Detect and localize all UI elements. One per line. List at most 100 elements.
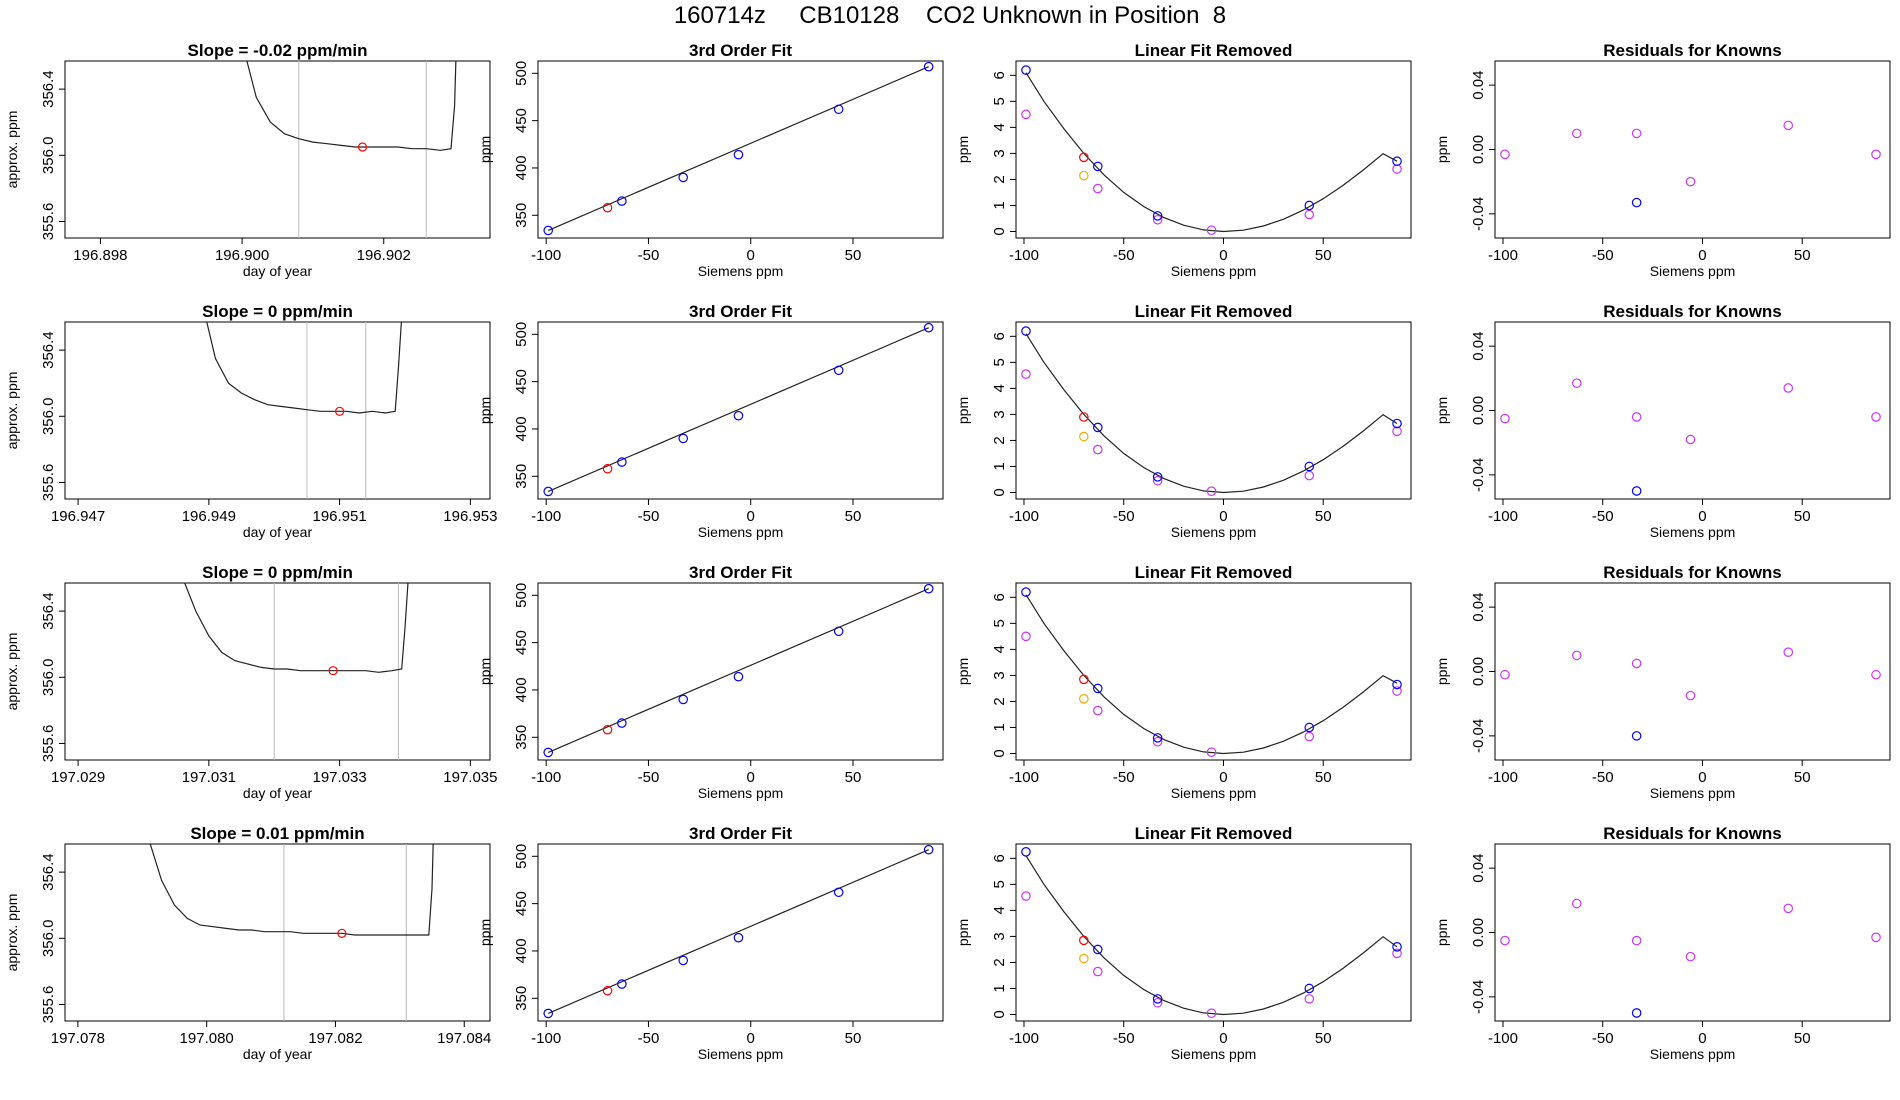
x-axis-label: Siemens ppm xyxy=(1171,785,1257,801)
panel-title: 3rd Order Fit xyxy=(689,41,792,60)
x-tick-label: 0 xyxy=(1698,508,1706,525)
unknown-point xyxy=(328,666,338,676)
unknown-point xyxy=(357,142,368,152)
x-axis-label: Siemens ppm xyxy=(1171,1046,1257,1062)
y-tick-label: -0.04 xyxy=(1470,197,1487,231)
y-tick-label: 1 xyxy=(991,201,1008,209)
y-tick-label: 356.0 xyxy=(40,398,57,436)
y-axis-label: ppm xyxy=(1434,397,1450,424)
known-point xyxy=(678,694,689,705)
known-point xyxy=(617,718,627,728)
plot-area xyxy=(1500,378,1881,496)
fit-curve xyxy=(1025,855,1398,1016)
y-tick-label: 5 xyxy=(991,880,1008,888)
y-axis-label: approx. ppm xyxy=(4,633,20,711)
known-point xyxy=(678,433,689,444)
trace-line xyxy=(149,844,434,936)
y-tick-label: 356.4 xyxy=(40,853,57,891)
y-tick-label: 356.0 xyxy=(40,659,57,697)
x-tick-label: 0 xyxy=(747,247,755,264)
known-point xyxy=(1092,422,1103,433)
plot-area xyxy=(1021,326,1402,496)
known-point xyxy=(1021,847,1031,857)
x-tick-label: 197.082 xyxy=(308,1030,362,1047)
x-tick-label: 197.029 xyxy=(51,769,105,786)
known-point xyxy=(678,172,689,183)
y-tick-label: 4 xyxy=(991,645,1008,653)
x-axis-label: Siemens ppm xyxy=(1650,785,1736,801)
y-tick-label: 0.00 xyxy=(1470,135,1487,164)
reference-point xyxy=(1571,898,1582,909)
plot-area xyxy=(543,844,934,1019)
plot-frame xyxy=(537,60,944,239)
known-point xyxy=(1392,418,1402,429)
x-tick-label: -100 xyxy=(531,769,561,786)
y-tick-label: 1 xyxy=(991,462,1008,470)
y-tick-label: 3 xyxy=(991,671,1008,679)
plot-frame xyxy=(1015,321,1412,500)
reference-point xyxy=(1021,891,1031,901)
panel-3-0 xyxy=(59,843,491,1027)
x-tick-label: -100 xyxy=(1488,247,1518,264)
panel-title: Slope = 0 ppm/min xyxy=(202,302,353,321)
y-axis-label: ppm xyxy=(1434,658,1450,685)
fit-curve xyxy=(1025,594,1398,755)
aux-point xyxy=(1079,694,1089,704)
plot-frame xyxy=(1015,60,1412,239)
known-point xyxy=(833,626,844,637)
y-tick-label: 400 xyxy=(513,155,530,180)
y-axis-label: ppm xyxy=(955,136,971,163)
y-tick-label: 0.00 xyxy=(1470,918,1487,947)
y-tick-label: 3 xyxy=(991,410,1008,418)
x-axis-label: Siemens ppm xyxy=(698,1046,784,1062)
x-tick-label: -50 xyxy=(1592,1030,1614,1047)
x-tick-label: -50 xyxy=(1113,769,1135,786)
y-tick-label: -0.04 xyxy=(1470,980,1487,1014)
reference-point xyxy=(1871,669,1881,680)
x-tick-label: 0 xyxy=(1219,769,1227,786)
panel-1-2 xyxy=(1010,321,1412,505)
y-tick-label: 5 xyxy=(991,619,1008,627)
x-axis-label: Siemens ppm xyxy=(698,524,784,540)
unknown-point xyxy=(1079,674,1089,685)
y-tick-label: 3 xyxy=(991,932,1008,940)
known-point xyxy=(1092,161,1103,172)
y-tick-label: 500 xyxy=(513,61,530,86)
panel-title: 3rd Order Fit xyxy=(689,302,792,321)
x-tick-label: 50 xyxy=(845,508,862,525)
x-tick-label: -100 xyxy=(1488,508,1518,525)
plot-area xyxy=(1021,65,1402,235)
x-tick-label: -100 xyxy=(1488,1030,1518,1047)
y-axis-label: ppm xyxy=(477,658,493,685)
x-tick-label: -50 xyxy=(1592,769,1614,786)
known-point xyxy=(678,955,689,966)
known-point xyxy=(1092,944,1103,955)
y-tick-label: 2 xyxy=(991,697,1008,705)
y-tick-label: 350 xyxy=(513,725,530,750)
reference-point xyxy=(1092,705,1103,716)
plot-frame xyxy=(537,582,944,761)
plot-frame xyxy=(1494,843,1891,1022)
reference-point xyxy=(1092,966,1103,977)
known-point xyxy=(543,225,554,236)
panel-3-3 xyxy=(1489,843,1891,1027)
y-tick-label: 2 xyxy=(991,958,1008,966)
y-tick-label: 450 xyxy=(513,891,530,916)
panel-2-0 xyxy=(59,582,491,766)
plot-area xyxy=(206,322,402,499)
plot-frame xyxy=(64,582,491,761)
y-tick-label: 355.6 xyxy=(40,986,57,1024)
panel-title: 3rd Order Fit xyxy=(689,563,792,582)
x-tick-label: 50 xyxy=(1315,769,1332,786)
y-axis-label: ppm xyxy=(955,397,971,424)
panel-3-1 xyxy=(532,843,944,1027)
x-axis-label: Siemens ppm xyxy=(698,263,784,279)
y-tick-label: 6 xyxy=(991,332,1008,340)
reference-point xyxy=(1206,747,1217,757)
known-point xyxy=(543,486,554,497)
known-point xyxy=(1021,65,1031,75)
y-tick-label: 450 xyxy=(513,630,530,655)
y-tick-label: 356.4 xyxy=(40,592,57,630)
reference-point xyxy=(1392,948,1402,959)
plot-area xyxy=(1021,587,1402,757)
